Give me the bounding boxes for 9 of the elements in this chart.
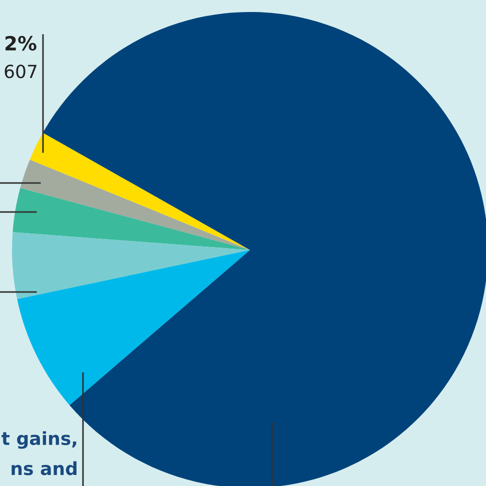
text: 607 <box>4 64 36 78</box>
text: ns and <box>12 461 76 476</box>
pie-slice <box>17 250 250 406</box>
pie-slice <box>12 188 250 250</box>
pie-slice <box>30 132 250 250</box>
text: t gains, <box>2 431 76 449</box>
pie-slice <box>20 160 250 250</box>
text: 2% <box>6 36 36 51</box>
pie-slice <box>12 232 250 300</box>
